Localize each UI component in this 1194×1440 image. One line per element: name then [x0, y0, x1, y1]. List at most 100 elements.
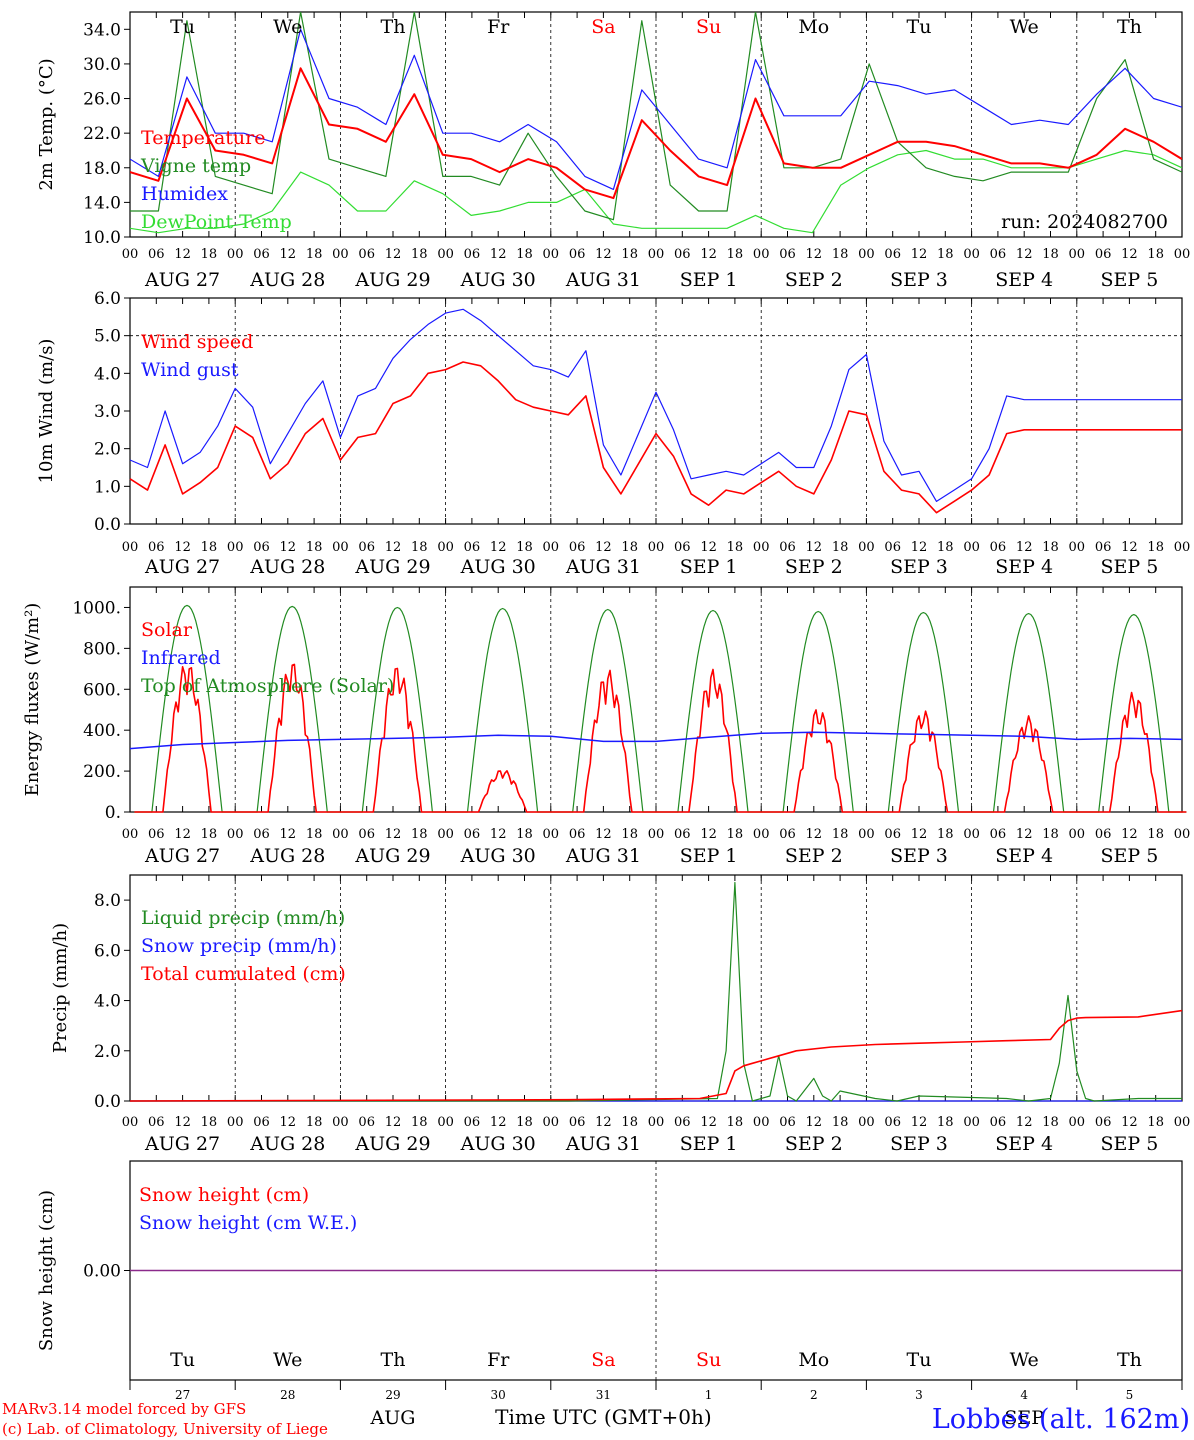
- hour-tick-label: 18: [306, 540, 323, 555]
- hour-tick-label: 18: [1042, 827, 1059, 842]
- hour-tick-label: 00: [227, 247, 244, 262]
- date-label: AUG 31: [565, 269, 641, 291]
- hour-tick-label: 00: [332, 540, 349, 555]
- panel-frame: [129, 586, 1183, 813]
- hour-tick-label: 00: [858, 540, 875, 555]
- hour-tick-label: 12: [1121, 247, 1138, 262]
- panel-frame: [129, 11, 1183, 238]
- month-label-aug: AUG: [370, 1407, 416, 1429]
- date-label: AUG 27: [144, 556, 220, 578]
- hour-tick-label: 12: [174, 827, 191, 842]
- weekday-label: Th: [1117, 1349, 1142, 1371]
- weekday-label: Sa: [591, 1349, 615, 1371]
- y-axis-label: Energy fluxes (W/m²): [22, 603, 43, 797]
- hour-tick-label: 06: [358, 827, 375, 842]
- date-label: SEP 2: [785, 845, 843, 867]
- date-label: SEP 5: [1100, 1133, 1158, 1155]
- hour-tick-label: 00: [858, 827, 875, 842]
- y-tick-label: 0.0: [94, 515, 121, 535]
- date-label: AUG 31: [565, 556, 641, 578]
- hour-tick-label: 18: [1042, 540, 1059, 555]
- hour-tick-label: 00: [963, 540, 980, 555]
- hour-tick-label: 06: [569, 827, 586, 842]
- date-label: SEP 3: [890, 556, 948, 578]
- hour-tick-label: 06: [464, 247, 481, 262]
- hour-tick-label: 06: [1095, 540, 1112, 555]
- hour-tick-label: 00: [227, 1115, 244, 1130]
- lab-credit: (c) Lab. of Climatology, University of L…: [2, 1420, 328, 1438]
- weekday-label: Th: [381, 1349, 406, 1371]
- hour-tick-label: 12: [1016, 540, 1033, 555]
- hour-tick-label: 00: [543, 247, 560, 262]
- panel-precip: 00 06 12 18 00 06 12 18 00 06 12 18 00 06 12 18 00 06 12 18…: [50, 874, 1190, 1155]
- legend-humidex: Humidex: [141, 183, 228, 205]
- legend-vigne-temp: Vigne temp: [140, 155, 251, 177]
- y-tick-label: 4.0: [94, 364, 121, 384]
- y-tick-label: 30.0: [83, 55, 121, 75]
- hour-tick-label: 18: [727, 540, 744, 555]
- y-tick-label: 2.0: [94, 440, 121, 460]
- date-label: SEP 3: [890, 1133, 948, 1155]
- series-dewpoint-temp: [130, 149, 1182, 234]
- hour-tick-label: 06: [884, 247, 901, 262]
- legend-liquid-precip-mm-h-: Liquid precip (mm/h): [141, 907, 345, 929]
- weekday-label: Mo: [798, 16, 829, 38]
- hour-tick-label: 12: [595, 1115, 612, 1130]
- date-label: SEP 5: [1100, 845, 1158, 867]
- legend-solar: Solar: [141, 619, 193, 641]
- y-tick-label: 14.0: [83, 193, 121, 213]
- y-tick-label: 22.0: [83, 124, 121, 144]
- series-infrared: [129, 731, 1183, 750]
- date-label: SEP 3: [890, 269, 948, 291]
- date-label: SEP 2: [785, 1133, 843, 1155]
- day-number-label: 27: [175, 1388, 190, 1402]
- hour-tick-label: 18: [1042, 1115, 1059, 1130]
- month-label-sep: SEP: [1004, 1407, 1044, 1429]
- hour-tick-label: 06: [990, 540, 1007, 555]
- legend-top-of-atmosphere-solar-: Top of Atmosphere (Solar): [141, 675, 394, 697]
- date-label: AUG 31: [565, 845, 641, 867]
- legend-wind-gust: Wind gust: [141, 359, 239, 381]
- hour-tick-label: 06: [253, 247, 270, 262]
- y-tick-label: 3.0: [94, 402, 121, 422]
- hour-tick-label: 06: [358, 247, 375, 262]
- series-wind-gust: [129, 308, 1182, 502]
- date-label: AUG 28: [249, 1133, 325, 1155]
- hour-tick-label: 12: [280, 1115, 297, 1130]
- hour-tick-label: 06: [990, 247, 1007, 262]
- hour-tick-label: 12: [700, 827, 717, 842]
- weekday-label: We: [273, 1349, 302, 1371]
- hour-tick-label: 12: [490, 827, 507, 842]
- weekday-label: Tu: [907, 1349, 932, 1371]
- weekday-label: We: [273, 16, 302, 38]
- date-label: AUG 30: [460, 1133, 536, 1155]
- hour-tick-label: 18: [516, 540, 533, 555]
- date-label: AUG 29: [354, 269, 430, 291]
- hour-tick-label: 00: [858, 247, 875, 262]
- date-label: SEP 5: [1100, 269, 1158, 291]
- hour-tick-label: 00: [437, 827, 454, 842]
- hour-tick-label: 00: [1069, 540, 1086, 555]
- hour-tick-label: 18: [621, 827, 638, 842]
- hour-tick-label: 12: [595, 540, 612, 555]
- run-label: run: 2024082700: [1001, 211, 1168, 233]
- hour-tick-label: 06: [358, 1115, 375, 1130]
- hour-tick-label: 00: [963, 1115, 980, 1130]
- y-tick-label: 200.: [83, 762, 121, 782]
- hour-tick-label: 06: [253, 1115, 270, 1130]
- series-liquid-precip: [130, 881, 1182, 1102]
- hour-tick-label: 06: [674, 1115, 691, 1130]
- weekday-label: Th: [1117, 16, 1142, 38]
- hour-tick-label: 12: [385, 247, 402, 262]
- hour-tick-label: 12: [174, 540, 191, 555]
- hour-tick-label: 06: [1095, 1115, 1112, 1130]
- hour-tick-label: 12: [490, 540, 507, 555]
- weekday-label: Tu: [170, 16, 195, 38]
- hour-tick-label: 06: [990, 1115, 1007, 1130]
- hour-tick-label: 18: [411, 827, 428, 842]
- hour-tick-label: 00: [437, 1115, 454, 1130]
- hour-tick-label: 00: [122, 540, 139, 555]
- hour-tick-label: 06: [884, 540, 901, 555]
- hour-tick-label: 06: [884, 1115, 901, 1130]
